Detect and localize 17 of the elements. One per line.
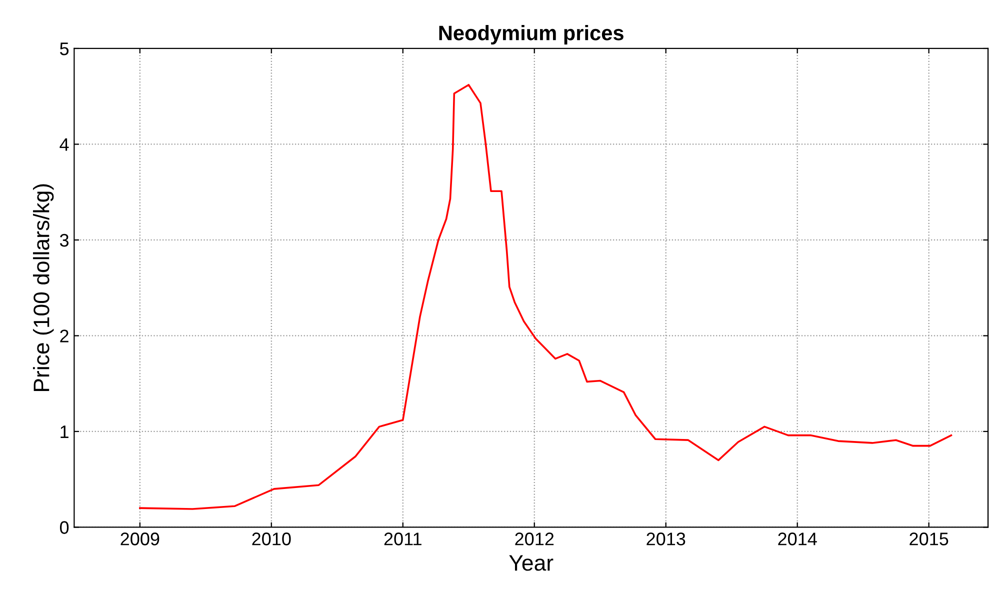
chart-title: Neodymium prices <box>439 25 624 44</box>
y-tick-label: 0 <box>60 521 69 534</box>
y-tick-label: 4 <box>60 138 69 151</box>
x-tick-label: 2011 <box>384 532 422 546</box>
x-tick-label: 2010 <box>252 532 291 546</box>
line-series <box>139 84 952 510</box>
x-axis-title: Year <box>509 555 554 571</box>
x-tick-label: 2013 <box>646 532 686 546</box>
y-tick-label: 1 <box>60 426 68 438</box>
x-tick-label: 2012 <box>515 532 554 546</box>
y-tick-label: 2 <box>60 330 68 342</box>
y-tick-label: 3 <box>60 234 69 247</box>
x-tick-label: 2015 <box>910 532 948 546</box>
x-tick-label: 2009 <box>120 532 160 546</box>
y-axis-title: Price (100 dollars/kg) <box>33 184 54 391</box>
y-tick-label: 5 <box>60 42 69 56</box>
x-tick-label: 2014 <box>778 532 817 546</box>
